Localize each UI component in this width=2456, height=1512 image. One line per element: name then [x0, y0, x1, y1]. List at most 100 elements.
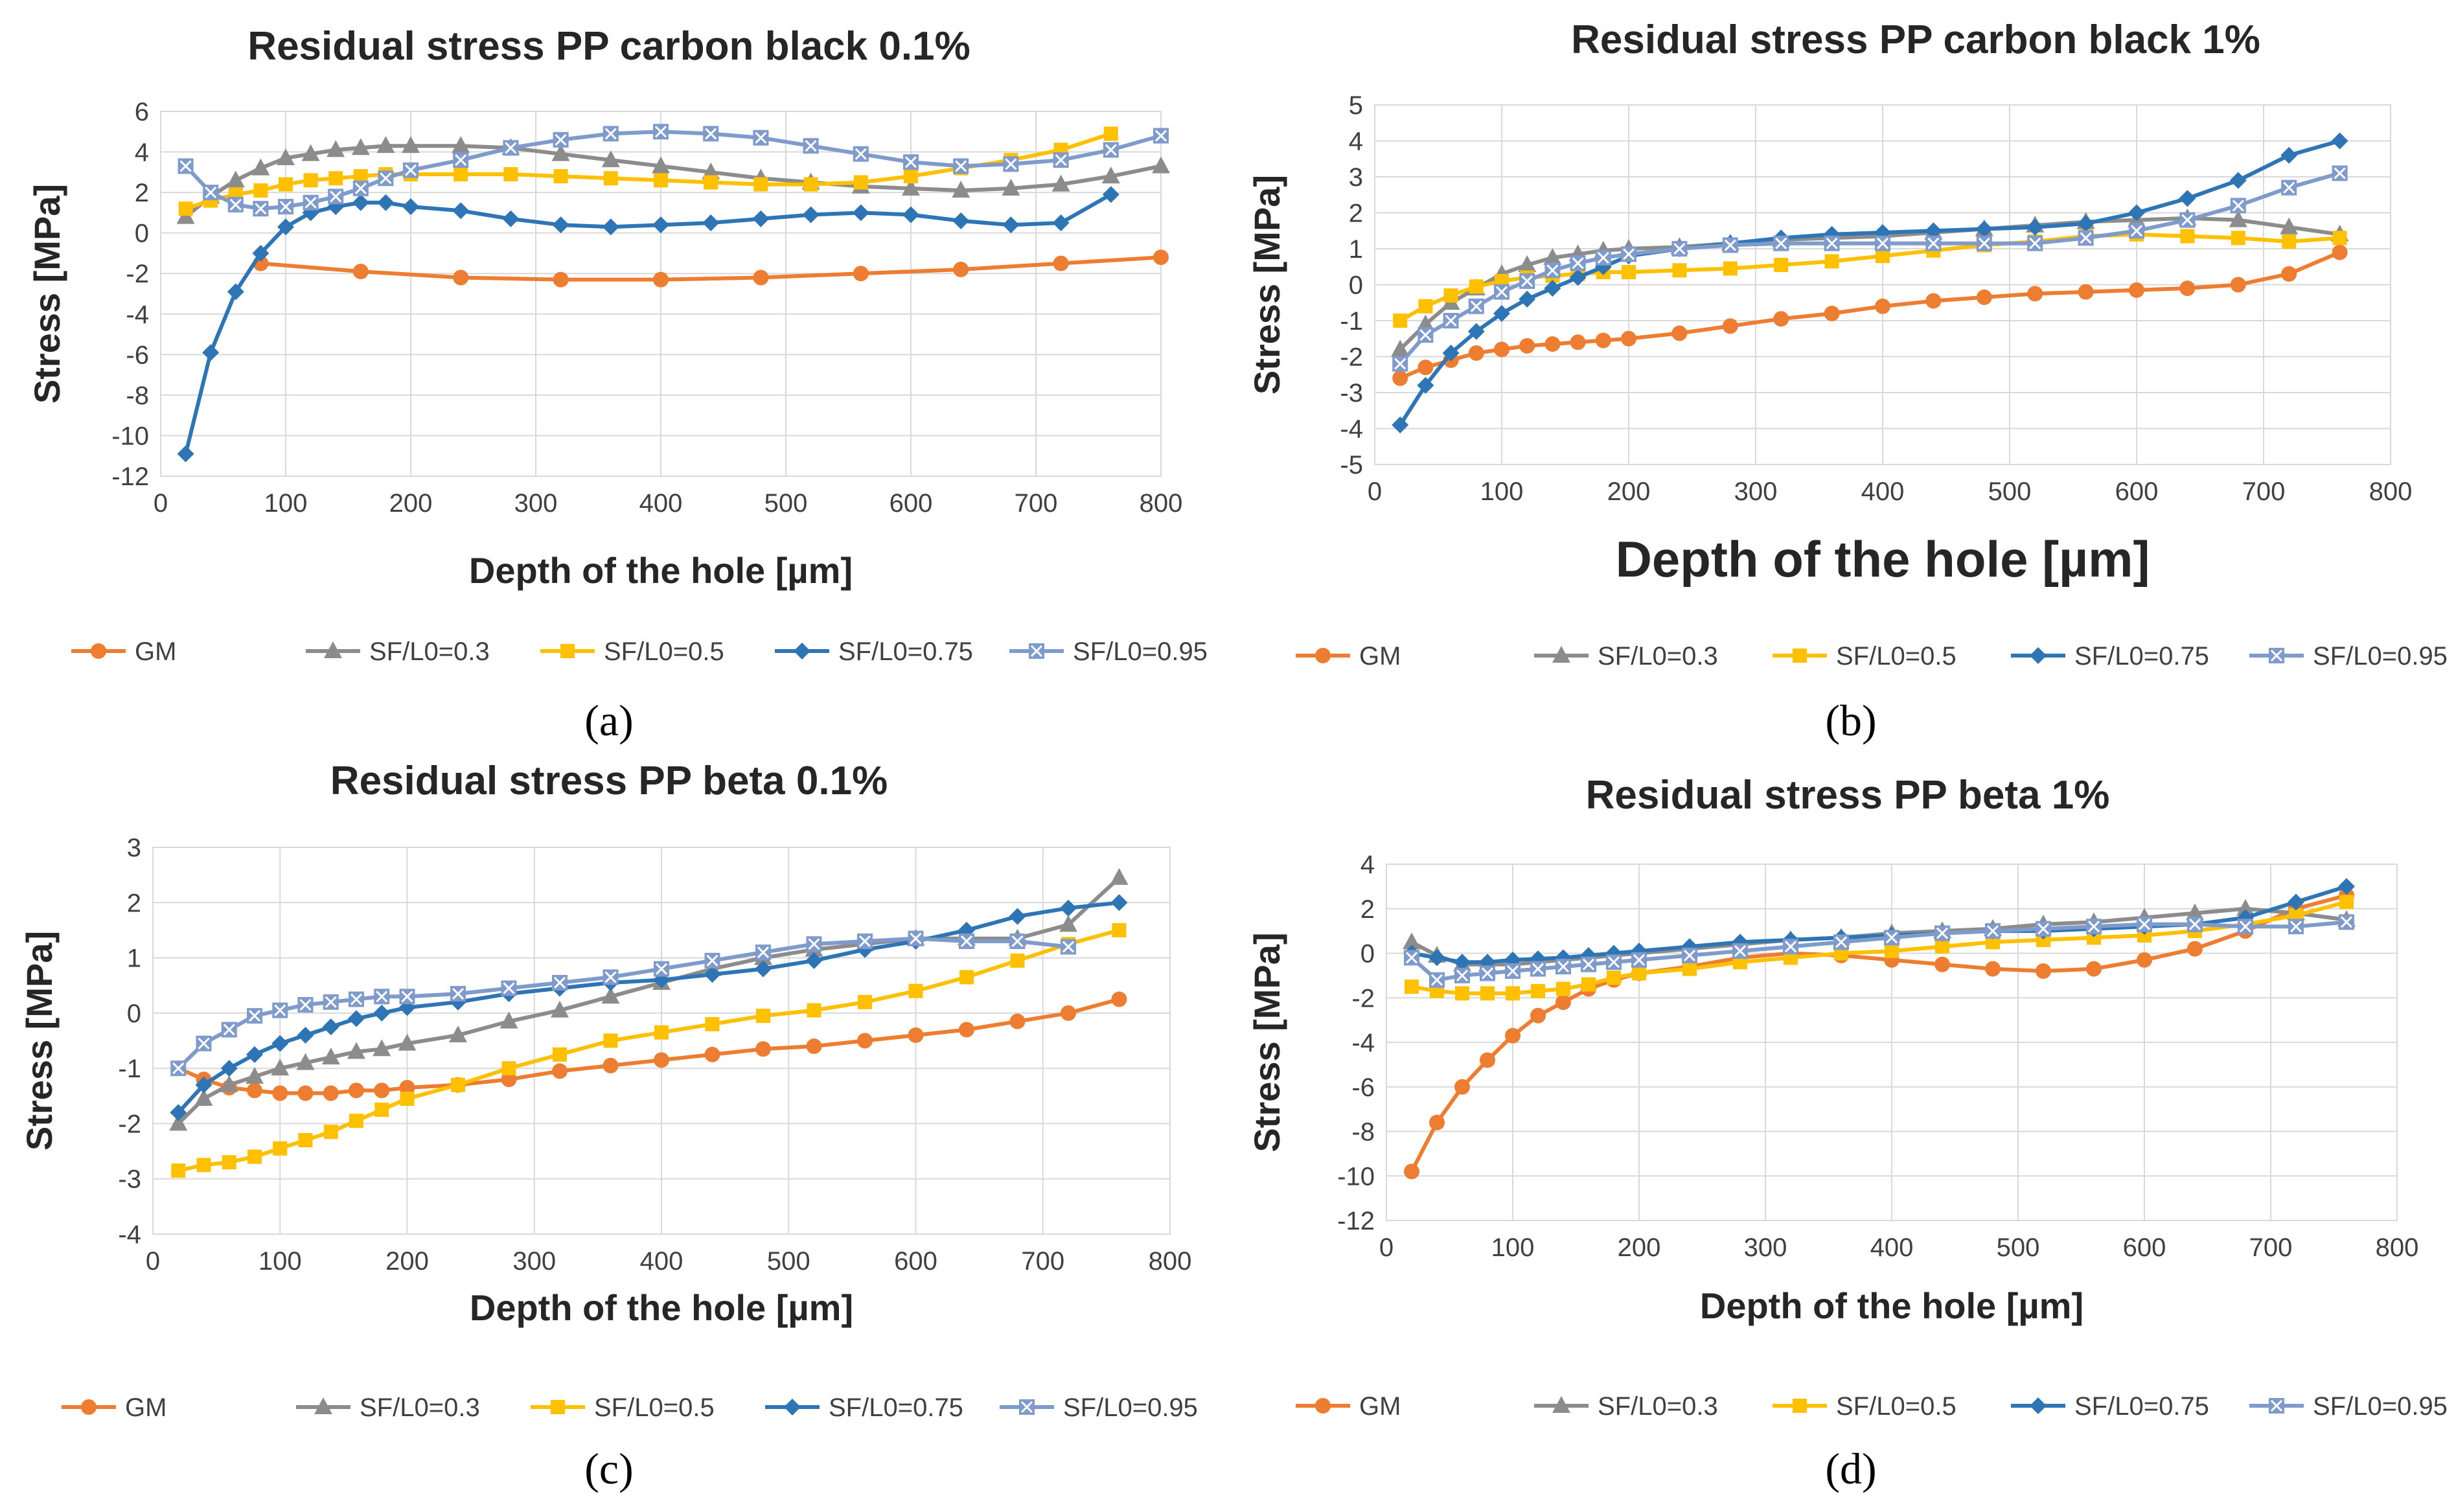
legend-label: SF/L0=0.3 [360, 1393, 480, 1422]
sf-l0-0-75-point-19 [2128, 204, 2145, 222]
sf-l0-0-3-point-0 [1391, 339, 1410, 357]
y-tick-label-9: 4 [1349, 128, 1363, 156]
sf-l0-0-3-point-12 [551, 144, 570, 161]
gm-point-8 [374, 1082, 390, 1099]
sf-l0-0-95-point-14-cross [1876, 237, 1889, 249]
sf-l0-0-95-point-18 [857, 933, 873, 949]
sf-l0-0-3-point-21 [2236, 899, 2255, 916]
sf-l0-0-95-point-0-cross [172, 1062, 185, 1075]
sf-l0-0-3-point-23 [1110, 867, 1129, 885]
sf-l0-0-95-point-5 [1519, 273, 1535, 289]
sf-l0-0-95-point-13 [1833, 934, 1849, 950]
y-tick-label-0: -12 [111, 463, 149, 491]
sf-l0-0-95-point-14 [653, 124, 669, 140]
sf-l0-0-95-point-18-cross [858, 935, 871, 948]
sf-l0-0-75-point-5 [1519, 290, 1536, 308]
sf-l0-0-5-point-16 [756, 1009, 770, 1024]
x-tick-label-8: 800 [1149, 1247, 1192, 1276]
y-tick-label-5: -2 [126, 260, 149, 288]
sf-l0-0-95-point-1-cross [1430, 974, 1443, 986]
gm-point-1 [1429, 1114, 1445, 1130]
legend: GM SF/L0=0.3 SF/L0=0.5 SF/L0=0.75 SF/L0=0.95 [1296, 1392, 2448, 1421]
sf-l0-0-95-point-22-cross [2290, 921, 2302, 933]
sf-l0-0-95-point-10 [1671, 241, 1688, 257]
legend-entry-sf-l0-0-3: SF/L0=0.3 [296, 1393, 480, 1422]
x-tick-label-5: 500 [764, 489, 808, 518]
legend-entry-gm: GM [1296, 642, 1401, 670]
y-tick-label-7: 3 [127, 834, 141, 862]
legend-sf-l0-0-3-point-0 [1552, 1396, 1570, 1413]
y-tick-label-5: 1 [127, 945, 141, 973]
sf-l0-0-75-point-15 [1925, 222, 1942, 240]
legend: GM SF/L0=0.3 SF/L0=0.5 SF/L0=0.75 SF/L0=0.95 [1296, 642, 2448, 670]
gm-point-16 [1976, 289, 1992, 305]
sf-l0-0-95-point-1-cross [198, 1037, 210, 1049]
sf-l0-0-95-point-19 [2129, 223, 2144, 239]
sf-l0-0-75-point-14 [652, 216, 669, 234]
sf-l0-0-75-point-15 [702, 214, 720, 232]
gm-point-9 [1153, 249, 1169, 266]
sf-l0-0-95-point-5 [303, 194, 319, 211]
legend-label: GM [135, 637, 176, 666]
legend-entry-sf-l0-0-5: SF/L0=0.5 [1773, 1392, 1957, 1421]
sf-l0-0-5-point-19 [904, 169, 918, 184]
sf-l0-0-75-point-4 [271, 1035, 289, 1052]
sf-l0-0-95-point-4 [278, 199, 293, 215]
x-tick-label-6: 600 [2123, 1233, 2166, 1262]
y-tick-label-0: -12 [1337, 1207, 1375, 1235]
sf-l0-0-95-point-22-cross [1055, 154, 1067, 166]
sf-l0-0-95-point-15-cross [1936, 927, 1949, 939]
sf-l0-0-75-point-22 [1060, 899, 1077, 917]
gm-point-6 [853, 266, 869, 282]
sf-l0-0-95-point-18-cross [2087, 921, 2100, 933]
x-axis-title: Depth of the hole [µm] [1616, 531, 2150, 588]
sf-l0-0-95-point-4-cross [279, 200, 292, 213]
sf-l0-0-5-point-13 [603, 1033, 618, 1048]
sf-l0-0-75-point-6 [1544, 280, 1561, 297]
sf-l0-0-75-point-5 [297, 1026, 314, 1044]
x-tick-label-7: 700 [1015, 489, 1058, 518]
gm-point-3 [247, 1082, 262, 1099]
sf-l0-0-95-point-23-cross [1105, 144, 1117, 156]
sf-l0-0-5-point-13 [603, 171, 618, 186]
legend-entry-sf-l0-0-75: SF/L0=0.75 [765, 1393, 963, 1422]
legend-sf-l0-0-95-point-0-cross [1030, 645, 1043, 658]
sf-l0-0-95-point-2 [227, 196, 244, 212]
sf-l0-0-95-point-11 [1722, 237, 1738, 253]
legend-gm-point-0 [81, 1399, 97, 1415]
sf-l0-0-95-point-10-cross [1673, 242, 1686, 255]
gm-point-18 [2078, 284, 2094, 300]
x-tick-label-5: 500 [1997, 1233, 2040, 1262]
sf-l0-0-75-point-20 [2179, 190, 2196, 207]
sf-l0-0-3-point-20 [2186, 903, 2204, 921]
sf-l0-0-75-point-10 [452, 202, 470, 220]
sf-l0-0-95-point-19-cross [904, 156, 917, 168]
legend-entry-sf-l0-0-95: SF/L0=0.95 [1000, 1393, 1198, 1422]
series-sf-l0-0-5 [171, 922, 1127, 1178]
x-tick-label-0: 0 [154, 489, 168, 518]
sf-l0-0-5-point-2 [1455, 986, 1469, 1001]
legend-label: SF/L0=0.75 [2074, 642, 2209, 670]
sf-l0-0-5-point-14 [654, 173, 668, 188]
gm-point-5 [1530, 1007, 1546, 1024]
sf-l0-0-95-point-7 [352, 180, 369, 196]
sf-l0-0-95-point-14-cross [655, 963, 668, 975]
sf-l0-0-95-point-16 [753, 130, 769, 146]
sf-l0-0-75-point-17 [802, 206, 820, 223]
sf-l0-0-5-point-20 [959, 970, 974, 985]
sf-l0-0-3-point-1 [1416, 314, 1435, 332]
sf-l0-0-95-point-0-cross [179, 160, 192, 172]
gm-point-15 [1925, 293, 1942, 309]
sf-l0-0-95-point-0 [170, 1060, 187, 1077]
chart-panel-1: -5 -4 -3 -2 -1 0 1 2 3 4 5 0 100 200 300 400 500 600 700 80… [1246, 17, 2448, 745]
sf-l0-0-95-point-10 [450, 986, 466, 1002]
gm-point-19 [2137, 952, 2152, 968]
sf-l0-0-75-point-7 [352, 194, 369, 211]
legend-entry-sf-l0-0-3: SF/L0=0.3 [1534, 1392, 1718, 1421]
sf-l0-0-95-point-8 [378, 170, 394, 187]
y-tick-label-2: -8 [1351, 1118, 1375, 1147]
sf-l0-0-95-point-8 [1595, 249, 1611, 266]
x-tick-label-6: 600 [889, 489, 933, 518]
legend-sf-l0-0-5-point-0 [551, 1400, 565, 1414]
y-tick-label-7: 2 [1349, 200, 1363, 228]
